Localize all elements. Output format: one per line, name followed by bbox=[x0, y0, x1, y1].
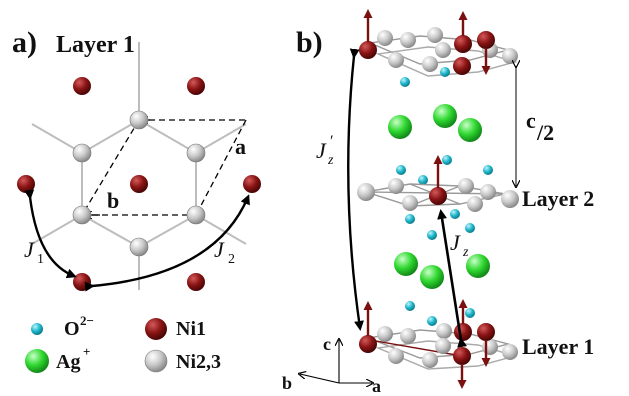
svg-text:z: z bbox=[327, 153, 334, 168]
svg-text:z: z bbox=[462, 245, 469, 260]
svg-text:′: ′ bbox=[330, 133, 334, 150]
c-half-label: c /2 bbox=[526, 108, 554, 145]
panel-a-title: Layer 1 bbox=[56, 32, 135, 58]
legend-silver-swatch bbox=[25, 349, 49, 373]
jz-prime-exchange-arrow bbox=[347, 48, 364, 331]
j1-exchange-arrow bbox=[24, 189, 77, 279]
axis-c-label: c bbox=[323, 334, 331, 354]
jz-prime-label: J z ′ bbox=[316, 133, 334, 168]
legend-silver-label: Ag + bbox=[56, 344, 90, 373]
top-ni23-atoms bbox=[377, 27, 518, 72]
layer2-ni23-atoms bbox=[357, 178, 519, 212]
lower-silver-atoms bbox=[394, 252, 490, 289]
legend-ni1-label: Ni1 bbox=[176, 318, 206, 340]
jz-exchange-arrow bbox=[437, 209, 468, 348]
svg-text:O: O bbox=[64, 318, 80, 340]
svg-text:J: J bbox=[214, 237, 225, 262]
legend-ni1-swatch bbox=[145, 318, 167, 340]
layer1-oxygen-upper bbox=[405, 301, 475, 326]
label-a: a bbox=[235, 134, 246, 159]
j2-exchange-arrow bbox=[84, 194, 250, 292]
svg-text:2: 2 bbox=[228, 252, 235, 267]
top-ni1-atoms bbox=[359, 31, 495, 75]
j2-label: J 2 bbox=[214, 237, 235, 267]
top-oxygen-atoms bbox=[400, 67, 450, 87]
legend: O 2− Ag + Ni1 Ni2,3 bbox=[25, 313, 221, 373]
layer2-oxygen-upper bbox=[396, 155, 493, 185]
svg-text:J: J bbox=[316, 138, 327, 163]
legend-ni23-swatch bbox=[144, 349, 168, 373]
j1-label: J 1 bbox=[24, 237, 44, 267]
svg-text:2−: 2− bbox=[80, 313, 94, 328]
axis-triad bbox=[300, 340, 372, 383]
panel-a: a) Layer 1 a b bbox=[12, 26, 261, 292]
svg-text:+: + bbox=[83, 344, 90, 359]
svg-text:/2: /2 bbox=[536, 120, 554, 145]
layer1-label: Layer 1 bbox=[522, 334, 594, 359]
svg-text:J: J bbox=[24, 237, 35, 262]
legend-oxygen-swatch bbox=[31, 323, 43, 335]
svg-text:1: 1 bbox=[37, 252, 44, 267]
svg-text:J: J bbox=[450, 230, 461, 255]
label-b: b bbox=[107, 188, 119, 213]
svg-text:c: c bbox=[526, 108, 536, 133]
layer2-ni1-atom bbox=[429, 187, 447, 205]
axis-a-label: a bbox=[372, 376, 381, 396]
svg-text:Ag: Ag bbox=[56, 351, 80, 373]
top-spin-arrows bbox=[363, 9, 491, 75]
axis-b-label: b bbox=[282, 373, 292, 393]
panel-b: b) bbox=[282, 9, 594, 396]
legend-oxygen-label: O 2− bbox=[64, 313, 94, 340]
legend-ni23-label: Ni2,3 bbox=[176, 351, 221, 373]
upper-silver-atoms bbox=[388, 104, 482, 142]
jz-label: J z bbox=[450, 230, 469, 260]
layer2-label: Layer 2 bbox=[522, 186, 594, 211]
panel-b-letter: b) bbox=[296, 26, 323, 59]
panel-a-letter: a) bbox=[12, 26, 37, 59]
